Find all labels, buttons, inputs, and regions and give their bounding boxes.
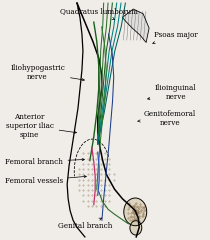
Text: Ilioinguinal
nerve: Ilioinguinal nerve — [148, 84, 197, 101]
Circle shape — [130, 221, 142, 235]
Text: Genitofemoral
nerve: Genitofemoral nerve — [138, 110, 196, 127]
Text: Iliohypogastric
nerve: Iliohypogastric nerve — [10, 64, 84, 81]
Text: Quadratus lumborum: Quadratus lumborum — [60, 7, 138, 19]
Text: Femoral branch: Femoral branch — [5, 158, 84, 166]
Text: Anterior
superior iliac
spine: Anterior superior iliac spine — [6, 113, 76, 139]
Text: Psoas major: Psoas major — [153, 31, 198, 44]
Text: Genital branch: Genital branch — [58, 218, 112, 230]
Circle shape — [124, 198, 147, 226]
Polygon shape — [122, 9, 149, 42]
Text: Femoral vessels: Femoral vessels — [4, 175, 86, 185]
